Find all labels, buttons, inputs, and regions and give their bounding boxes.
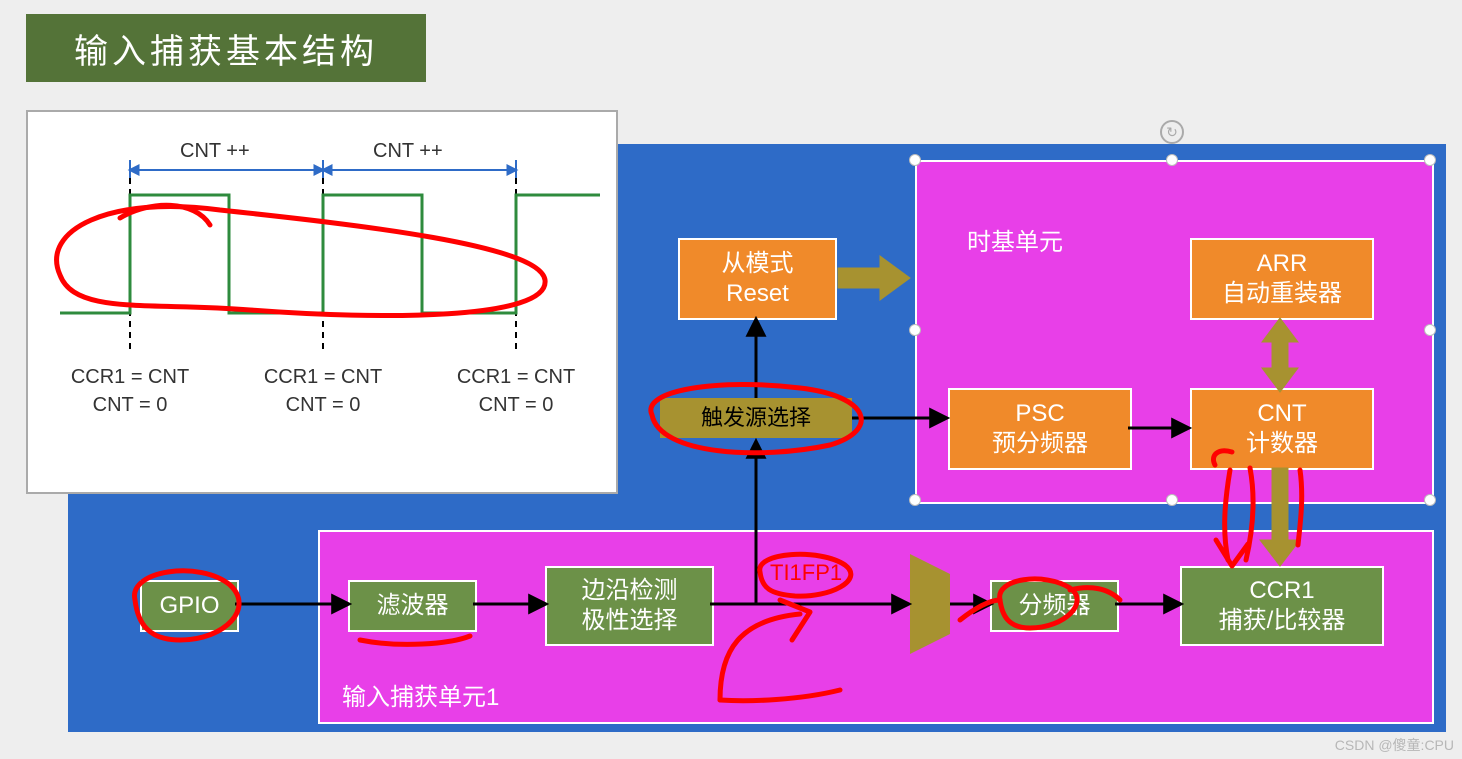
rotate-handle-icon[interactable]: ↻ xyxy=(1160,120,1184,144)
cnt0-label-0: CNT = 0 xyxy=(60,394,200,417)
edge-detect-box: 边沿检测 极性选择 xyxy=(545,566,714,646)
handle-e[interactable] xyxy=(1424,324,1436,336)
ccr1-box: CCR1 捕获/比较器 xyxy=(1180,566,1384,646)
ccr-label-2: CCR1 = CNT xyxy=(446,366,586,389)
capture-label: 输入捕获单元1 xyxy=(342,677,499,712)
handle-s[interactable] xyxy=(1166,494,1178,506)
cnt-inc-label-0: CNT ++ xyxy=(180,140,250,163)
handle-w[interactable] xyxy=(909,324,921,336)
ccr-label-1: CCR1 = CNT xyxy=(253,366,393,389)
handle-n[interactable] xyxy=(1166,154,1178,166)
cnt-inc-label-1: CNT ++ xyxy=(373,140,443,163)
cnt-box: CNT 计数器 xyxy=(1190,388,1374,470)
watermark: CSDN @傻童:CPU xyxy=(1335,735,1454,755)
timebase-label: 时基单元 xyxy=(967,222,1063,257)
cnt0-label-1: CNT = 0 xyxy=(253,394,393,417)
arr-box: ARR 自动重装器 xyxy=(1190,238,1374,320)
handle-ne[interactable] xyxy=(1424,154,1436,166)
handle-nw[interactable] xyxy=(909,154,921,166)
title-bar: 输入捕获基本结构 xyxy=(26,14,426,82)
psc-box: PSC 预分频器 xyxy=(948,388,1132,470)
filter-box: 滤波器 xyxy=(348,580,477,632)
divider-box: 分频器 xyxy=(990,580,1119,632)
stage: 时基单元 输入捕获单元1 从模式 Reset 触发源选择 PSC 预分频器 CN… xyxy=(0,0,1462,759)
title-text: 输入捕获基本结构 xyxy=(74,24,378,73)
waveform-panel xyxy=(26,110,618,494)
gpio-box: GPIO xyxy=(140,580,239,632)
trigger-source-box: 触发源选择 xyxy=(660,398,852,438)
slave-mode-box: 从模式 Reset xyxy=(678,238,837,320)
handle-se[interactable] xyxy=(1424,494,1436,506)
ccr-label-0: CCR1 = CNT xyxy=(60,366,200,389)
handle-sw[interactable] xyxy=(909,494,921,506)
ti1fp1-label: TI1FP1 xyxy=(770,560,842,586)
cnt0-label-2: CNT = 0 xyxy=(446,394,586,417)
